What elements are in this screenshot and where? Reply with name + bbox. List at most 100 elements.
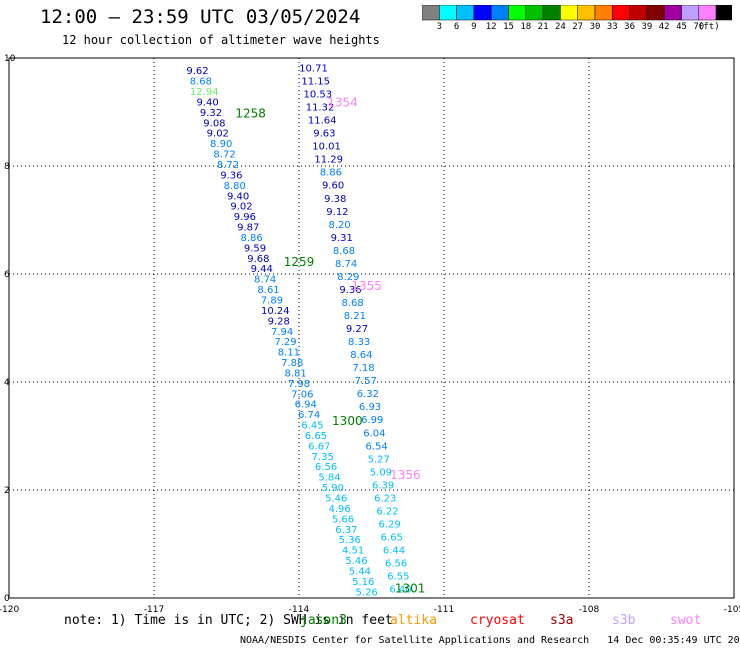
track-left-value: 9.32: [200, 108, 222, 119]
satellite-label-cryosat: cryosat: [470, 613, 525, 628]
y-tick-label: 6: [4, 270, 10, 280]
track-right-value: 6.99: [361, 415, 383, 426]
track-right-value: 10.53: [304, 90, 333, 101]
map-subtitle: 12 hour collection of altimeter wave hei…: [62, 33, 380, 47]
track-left-value: 9.40: [227, 191, 249, 202]
track-right-value: 8.64: [350, 350, 372, 361]
track-left-value: 5.46: [325, 494, 347, 505]
satellite-label-swot: swot: [670, 613, 702, 628]
track-left-value: 9.28: [268, 316, 290, 327]
track-right-value: 8.68: [342, 298, 364, 309]
time-label: 1300: [332, 414, 363, 428]
track-left-value: 5.36: [339, 535, 361, 546]
track-left-value: 7.98: [288, 379, 310, 390]
legend-swatch: [715, 5, 732, 21]
legend-label: 18: [520, 22, 532, 32]
legend-label: 24: [554, 22, 566, 32]
legend-label: 42: [658, 22, 670, 32]
x-tick-label: -108: [579, 605, 600, 612]
x-tick-label: -105: [724, 605, 740, 612]
track-left-value: 5.16: [352, 577, 374, 588]
track-right-value: 6.22: [376, 506, 398, 517]
track-left-value: 8.72: [217, 160, 239, 171]
track-right-value: 5.09: [370, 467, 392, 478]
track-right-value: 10.01: [312, 142, 341, 153]
legend-label: 9: [471, 22, 477, 32]
time-label: 1301: [395, 582, 426, 596]
map-frame: [8, 57, 735, 599]
y-tick-label: 2: [4, 486, 10, 496]
x-tick-label: -117: [144, 605, 164, 612]
track-right-value: 6.32: [357, 389, 379, 400]
wave-height-map: -120-117-114-111-108-10502468109.628.681…: [0, 54, 740, 612]
track-right-value: 6.55: [387, 572, 409, 583]
track-right-value: 9.60: [322, 181, 344, 192]
legend-label: 45: [676, 22, 687, 32]
track-right-value: 11.64: [308, 116, 337, 127]
track-left-value: 8.68: [190, 77, 212, 88]
time-label: 1259: [284, 255, 315, 269]
track-left-value: 4.51: [342, 546, 364, 557]
satellite-label-s3b: s3b: [612, 613, 636, 628]
legend-label: 70: [693, 22, 705, 32]
legend-label: 33: [606, 22, 618, 32]
track-left-value: 5.46: [345, 556, 367, 567]
track-right-value: 6.44: [383, 546, 405, 557]
track-left-value: 9.62: [186, 66, 208, 77]
track-right-value: 6.54: [365, 441, 387, 452]
track-left-value: 8.80: [224, 181, 246, 192]
legend-label: 3: [436, 22, 443, 32]
track-left-value: 6.65: [305, 431, 327, 442]
x-tick-label: -114: [289, 605, 310, 612]
track-left-value: 5.84: [318, 473, 340, 484]
track-right-value: 6.39: [372, 480, 394, 491]
y-tick-label: 8: [4, 162, 10, 172]
track-left-value: 6.37: [335, 525, 357, 536]
x-tick-label: -111: [434, 605, 454, 612]
track-left-value: 8.11: [278, 348, 300, 359]
track-right-value: 9.36: [339, 285, 361, 296]
track-right-value: 8.21: [344, 311, 366, 322]
footnote: note: 1) Time is in UTC; 2) SWH is in fe…: [64, 613, 393, 628]
track-left-value: 6.67: [308, 441, 330, 452]
track-right-value: 6.65: [381, 532, 403, 543]
track-left-value: 8.72: [213, 150, 235, 161]
track-left-value: 9.08: [203, 118, 225, 129]
track-right-value: 7.57: [355, 376, 377, 387]
time-label: 1258: [235, 106, 266, 120]
track-right-value: 11.29: [314, 155, 343, 166]
track-left-value: 7.06: [291, 389, 313, 400]
legend-label: 39: [641, 22, 653, 32]
satellite-label-jason3: jason3: [300, 613, 347, 628]
track-left-value: 7.35: [312, 452, 334, 463]
time-label: 1356: [390, 468, 421, 482]
track-right-value: 8.74: [335, 259, 357, 270]
track-right-value: 9.63: [313, 129, 335, 140]
credit-line: NOAA/NESDIS Center for Satellite Applica…: [240, 635, 740, 646]
track-right-value: 6.40: [389, 585, 411, 596]
track-right-value: 6.56: [385, 559, 407, 570]
track-right-value: 11.32: [306, 103, 335, 114]
track-left-value: 10.24: [261, 306, 290, 317]
track-right-value: 8.29: [337, 272, 359, 283]
track-right-value: 8.20: [328, 220, 350, 231]
track-left-value: 6.56: [315, 462, 337, 473]
track-right-value: 8.86: [320, 168, 342, 179]
track-right-value: 8.68: [333, 246, 355, 257]
track-left-value: 9.36: [220, 170, 242, 181]
track-left-value: 9.40: [197, 97, 219, 108]
track-left-value: 9.68: [247, 254, 269, 265]
y-tick-label: 4: [4, 378, 10, 388]
legend-label: 30: [589, 22, 601, 32]
track-left-value: 9.44: [251, 264, 273, 275]
track-left-value: 5.66: [332, 514, 354, 525]
y-tick-label: 0: [4, 594, 10, 604]
track-left-value: 8.81: [284, 368, 306, 379]
time-label: 1354: [327, 96, 358, 110]
track-left-value: 6.74: [298, 410, 320, 421]
track-left-value: 12.94: [190, 87, 219, 98]
track-left-value: 5.90: [322, 483, 344, 494]
track-left-value: 7.94: [271, 327, 293, 338]
x-tick-label: -120: [0, 605, 19, 612]
track-left-value: 8.74: [254, 275, 276, 286]
